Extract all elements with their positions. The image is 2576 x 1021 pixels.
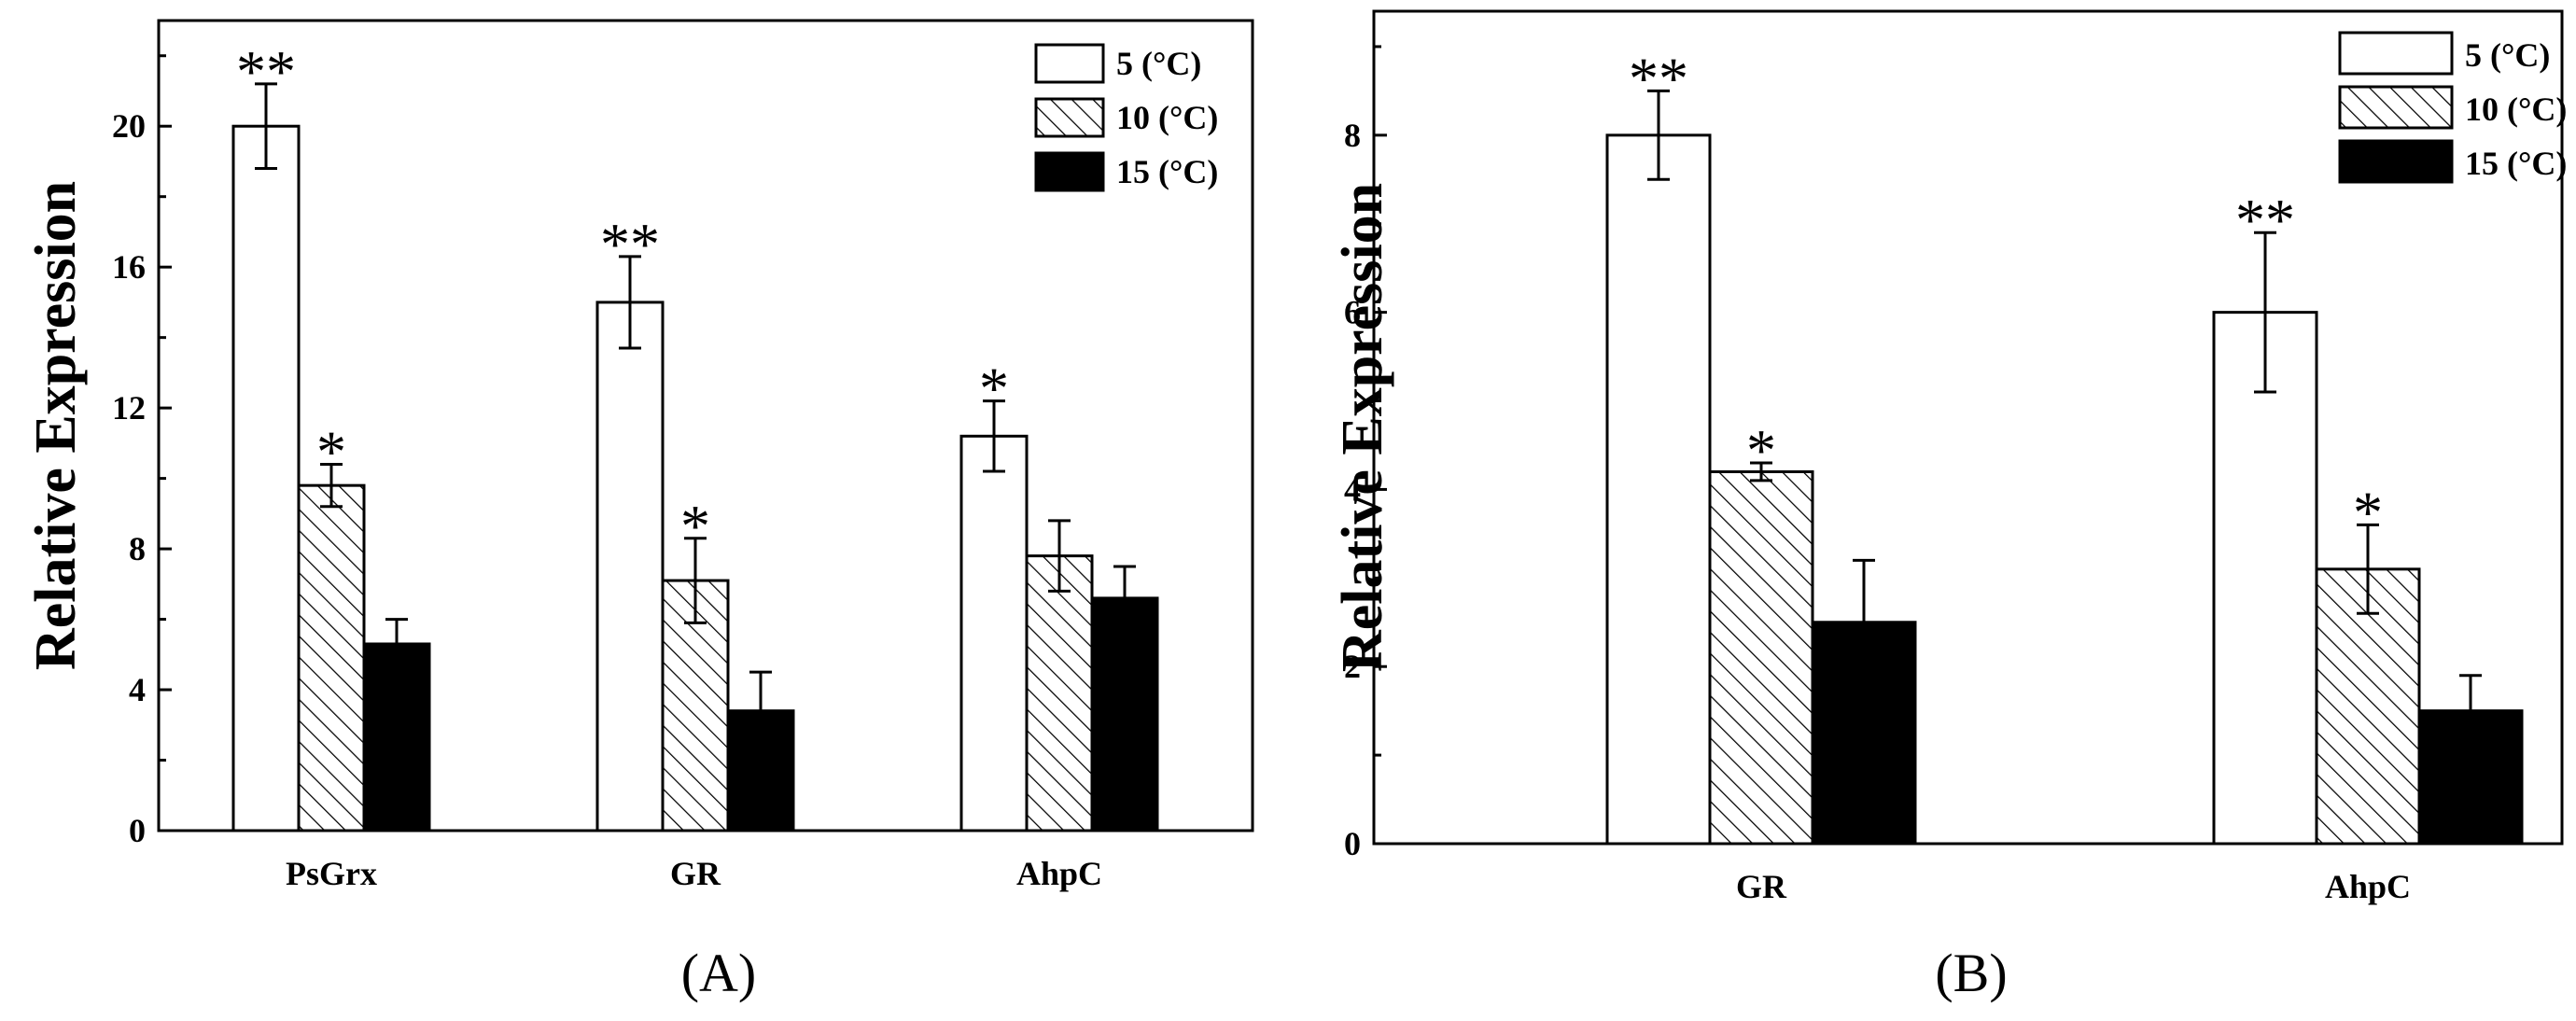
bar — [959, 434, 1029, 832]
significance-label: ** — [2235, 187, 2295, 253]
legend-swatch — [2338, 85, 2454, 130]
significance-label: ** — [600, 211, 660, 277]
x-tick-label: GR — [670, 855, 721, 892]
y-tick-label: 6 — [1344, 294, 1361, 331]
y-tick-label: 0 — [129, 812, 146, 849]
legend-swatch — [1034, 151, 1105, 192]
legend: 5 (°C) 10 (°C) 15 (°C) — [2338, 31, 2567, 184]
panel-label: (B) — [1935, 943, 2007, 1003]
legend-label: 15 (°C) — [2465, 145, 2567, 182]
significance-label: * — [2353, 479, 2383, 545]
significance-label: ** — [236, 38, 296, 105]
bar — [362, 642, 431, 832]
plot-frame — [1372, 9, 2564, 846]
bar — [1025, 554, 1094, 832]
x-tick-label: AhpC — [1016, 855, 1102, 892]
bar — [1605, 133, 1712, 846]
bar — [231, 124, 301, 832]
y-tick-label: 16 — [112, 248, 146, 286]
significance-label: ** — [1629, 45, 1688, 111]
legend-label: 5 (°C) — [1116, 45, 1201, 82]
y-tick-label: 8 — [129, 530, 146, 567]
legend-swatch — [2338, 31, 2454, 76]
legend-label: 10 (°C) — [2465, 91, 2567, 128]
bar — [1090, 596, 1159, 832]
legend-label: 5 (°C) — [2465, 36, 2550, 74]
bar — [726, 709, 795, 832]
y-tick-label: 4 — [129, 671, 146, 708]
significance-label: * — [979, 356, 1009, 422]
y-axis-label: Relative Expression — [24, 181, 88, 670]
bar — [1708, 469, 1814, 846]
significance-label: * — [680, 493, 710, 559]
y-axis-label: Relative Expression — [1331, 183, 1394, 672]
x-tick-label: AhpC — [2325, 868, 2411, 905]
legend-label: 15 (°C) — [1116, 153, 1218, 190]
x-tick-label: GR — [1736, 868, 1787, 905]
legend-swatch — [2338, 139, 2454, 184]
panel-label: (A) — [681, 943, 757, 1003]
legend-swatch — [1034, 43, 1105, 84]
y-tick-label: 4 — [1344, 470, 1361, 508]
legend-label: 10 (°C) — [1116, 99, 1218, 136]
significance-label: * — [316, 419, 346, 485]
bar — [595, 301, 665, 832]
y-tick-label: 2 — [1344, 648, 1361, 685]
x-tick-label: PsGrx — [286, 855, 377, 892]
y-tick-label: 8 — [1344, 117, 1361, 154]
legend-swatch — [1034, 97, 1105, 138]
y-tick-label: 12 — [112, 389, 146, 427]
bar — [297, 483, 366, 832]
legend: 5 (°C) 10 (°C) 15 (°C) — [1034, 43, 1218, 192]
y-tick-label: 0 — [1344, 825, 1361, 862]
significance-label: * — [1746, 417, 1776, 483]
y-tick-label: 20 — [112, 107, 146, 145]
